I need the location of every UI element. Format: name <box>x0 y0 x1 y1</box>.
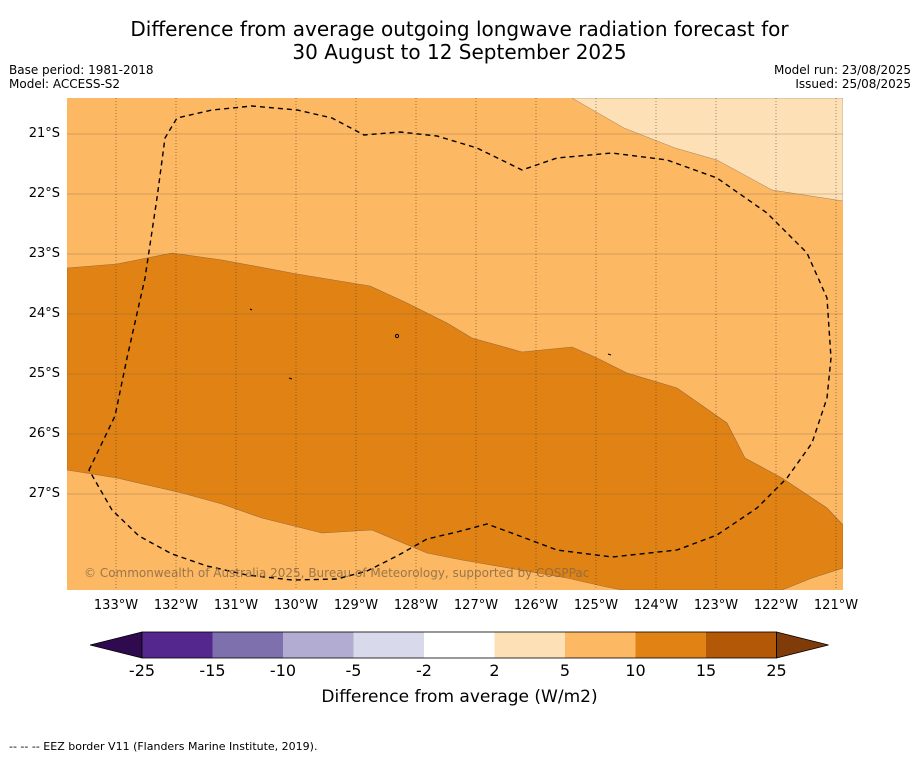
lat-label: 23°S <box>28 246 60 261</box>
islands <box>249 308 612 380</box>
colorbar-svg <box>89 631 829 659</box>
lon-label: 131°W <box>213 598 259 613</box>
region-2-5 <box>571 98 843 202</box>
map-title: Difference from average outgoing longwav… <box>0 18 919 64</box>
eez-border <box>88 105 832 581</box>
model-run: Model run: 23/08/2025 <box>773 63 911 77</box>
region-10-15 <box>67 252 843 590</box>
colorbar-segment <box>706 632 777 658</box>
colorbar-segment <box>565 632 636 658</box>
longitude-gridlines <box>115 98 837 590</box>
colorbar-segment <box>212 632 283 658</box>
lat-label: 24°S <box>28 306 60 321</box>
lon-label: 126°W <box>513 598 559 613</box>
colorbar-arrow-high <box>776 631 829 659</box>
lon-label: 123°W <box>693 598 739 613</box>
lon-label: 127°W <box>453 598 499 613</box>
colorbar-segments <box>89 631 829 659</box>
colorbar-tick: -25 <box>128 661 156 680</box>
colorbar-tick: 15 <box>695 661 717 680</box>
colorbar-tick: 10 <box>625 661 646 680</box>
model-name: Model: ACCESS-S2 <box>9 77 121 91</box>
map-svg <box>67 98 843 590</box>
lon-label: 132°W <box>153 598 199 613</box>
lat-label: 22°S <box>28 186 60 201</box>
issued-date: Issued: 25/08/2025 <box>795 77 911 91</box>
lat-label: 25°S <box>28 366 60 381</box>
copyright-text: © Commonwealth of Australia 2025, Bureau… <box>84 566 590 580</box>
lon-label: 125°W <box>573 598 619 613</box>
colorbar-segment <box>635 632 706 658</box>
lat-label: 26°S <box>28 426 60 441</box>
meta-left: Base period: 1981-2018 Model: ACCESS-S2 <box>9 63 154 91</box>
colorbar <box>89 630 830 666</box>
lon-label: 128°W <box>393 598 439 613</box>
colorbar-segment <box>494 632 565 658</box>
colorbar-tick: -5 <box>345 661 362 680</box>
eez-legend-footer: -- -- -- EEZ border V11 (Flanders Marine… <box>9 740 318 753</box>
lon-label: 129°W <box>333 598 379 613</box>
title-line-1: Difference from average outgoing longwav… <box>130 17 789 41</box>
lat-label: 21°S <box>28 126 60 141</box>
colorbar-segment <box>353 632 424 658</box>
colorbar-tick: 25 <box>766 661 787 680</box>
lon-label: 122°W <box>753 598 799 613</box>
map-panel <box>67 98 843 590</box>
colorbar-tick: -2 <box>416 661 432 680</box>
colorbar-label: Difference from average (W/m2) <box>321 687 598 707</box>
lon-label: 133°W <box>93 598 139 613</box>
lon-label: 121°W <box>813 598 859 613</box>
title-line-2: 30 August to 12 September 2025 <box>292 40 627 64</box>
colorbar-segment <box>283 632 354 658</box>
base-period: Base period: 1981-2018 <box>9 63 154 77</box>
colorbar-tick: 5 <box>559 661 571 680</box>
colorbar-outline <box>141 631 777 659</box>
colorbar-tick: 2 <box>489 661 500 680</box>
latitude-gridlines <box>67 133 843 495</box>
lon-label: 124°W <box>633 598 679 613</box>
meta-right: Model run: 23/08/2025 Issued: 25/08/2025 <box>774 63 911 91</box>
colorbar-segment <box>142 632 213 658</box>
colorbar-arrow-low <box>89 631 143 659</box>
lat-label: 27°S <box>28 486 60 501</box>
colorbar-tick: -15 <box>199 661 226 680</box>
colorbar-segment <box>424 632 495 658</box>
colorbar-tick: -10 <box>269 661 297 680</box>
lon-label: 130°W <box>273 598 319 613</box>
